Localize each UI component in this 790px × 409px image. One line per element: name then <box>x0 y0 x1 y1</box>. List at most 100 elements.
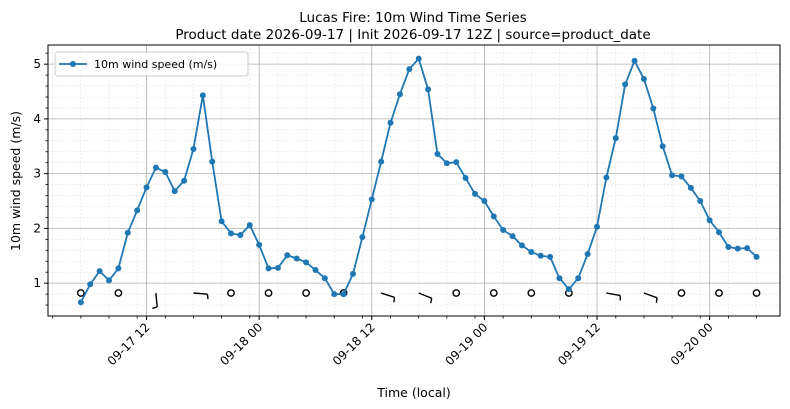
data-point <box>725 244 732 251</box>
data-point <box>565 286 572 293</box>
data-point <box>199 92 206 99</box>
x-tick-label: 09-20 00 <box>668 320 716 368</box>
data-point <box>87 281 94 288</box>
data-point <box>425 86 432 93</box>
data-point <box>453 159 460 166</box>
x-tick-label: 09-19 12 <box>555 320 603 368</box>
y-tick-label: 5 <box>33 57 41 71</box>
wind-barb-calm <box>677 289 686 297</box>
data-point <box>509 233 516 240</box>
data-point <box>406 66 413 73</box>
data-point <box>687 184 694 191</box>
wind-barb-calm <box>302 289 310 297</box>
x-tick-label: 09-19 00 <box>442 320 490 368</box>
data-point <box>378 158 385 165</box>
data-point <box>162 169 169 176</box>
y-tick-label: 1 <box>33 276 41 290</box>
data-point <box>753 253 760 260</box>
wind-barb-calm <box>227 289 235 297</box>
data-point <box>181 177 188 184</box>
data-point <box>96 268 103 275</box>
data-point <box>556 275 563 282</box>
major-grid <box>48 45 780 316</box>
data-point <box>171 188 178 195</box>
wind-barb <box>606 292 622 301</box>
data-point <box>152 164 159 171</box>
wind-barb-calm <box>527 289 536 297</box>
data-point <box>340 291 347 298</box>
data-point <box>396 91 403 98</box>
legend-marker <box>70 61 76 67</box>
wind-barb <box>193 292 209 300</box>
data-point <box>640 75 647 82</box>
data-point <box>462 175 469 182</box>
data-point <box>622 81 629 88</box>
wind-barb-calm <box>752 289 761 297</box>
data-point <box>575 275 582 282</box>
data-point <box>547 253 554 260</box>
data-point <box>678 173 685 180</box>
data-point <box>415 55 422 62</box>
data-point <box>274 264 281 271</box>
data-point <box>143 184 150 191</box>
data-point <box>734 245 741 252</box>
data-point <box>490 213 497 220</box>
data-point <box>312 267 319 274</box>
data-point <box>303 259 310 266</box>
wind-barb-calm <box>715 289 723 297</box>
legend-box <box>54 51 249 77</box>
data-point <box>209 158 216 165</box>
data-point <box>246 222 253 229</box>
wind-barb-calm <box>114 289 123 297</box>
y-tick-label: 4 <box>33 112 41 126</box>
wind-barb <box>418 292 433 304</box>
data-point <box>350 270 356 277</box>
wind-barb-calm <box>489 289 498 297</box>
y-axis-label: 10m wind speed (m/s) <box>8 111 23 251</box>
data-point <box>584 251 591 258</box>
y-tick-label: 2 <box>33 221 41 235</box>
data-point <box>218 218 225 225</box>
y-tick-label: 3 <box>33 167 41 181</box>
minor-grid <box>48 45 780 316</box>
data-point <box>612 135 619 142</box>
data-point <box>237 231 244 238</box>
wind-barb-calm <box>76 289 85 297</box>
x-axis-label: Time (local) <box>376 385 450 400</box>
chart-title: Lucas Fire: 10m Wind Time Series <box>299 10 526 26</box>
data-point <box>443 160 450 167</box>
legend-label: 10m wind speed (m/s) <box>94 58 217 71</box>
data-point <box>368 196 375 203</box>
data-point <box>190 146 197 153</box>
x-axis: 09-17 12 09-18 00 09-18 12 09-19 00 09-19 12… <box>52 316 757 368</box>
data-point <box>603 174 610 181</box>
data-point <box>472 190 478 197</box>
data-point <box>256 241 263 248</box>
x-tick-label: 09-18 12 <box>330 320 378 368</box>
data-point <box>697 198 704 205</box>
data-point <box>77 299 84 306</box>
data-point <box>228 230 234 237</box>
plot-frame <box>47 44 781 317</box>
data-point <box>331 291 338 298</box>
data-point <box>706 217 713 224</box>
data-point <box>716 229 722 236</box>
x-tick-label: 09-17 12 <box>105 320 153 368</box>
wind-barb <box>152 292 158 310</box>
wind-barb <box>380 292 396 303</box>
chart-subtitle: Product date 2026-09-17 | Init 2026-09-1… <box>175 27 650 43</box>
data-point <box>594 223 600 230</box>
data-point <box>293 255 300 262</box>
data-point <box>528 248 535 255</box>
data-point <box>321 275 328 282</box>
data-point <box>744 245 751 252</box>
data-point <box>650 105 657 112</box>
data-point <box>265 265 272 272</box>
data-point <box>134 207 141 214</box>
data-point <box>434 150 441 157</box>
data-point <box>659 143 666 150</box>
data-point <box>359 234 366 241</box>
data-point <box>115 265 122 272</box>
data-point <box>500 227 507 234</box>
data-point <box>387 119 394 126</box>
